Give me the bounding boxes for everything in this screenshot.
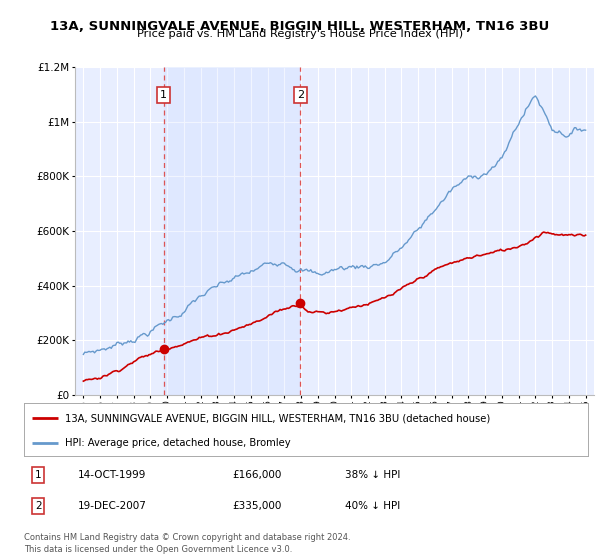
Text: 2: 2 (297, 90, 304, 100)
Text: 38% ↓ HPI: 38% ↓ HPI (346, 470, 401, 479)
Text: 1: 1 (160, 90, 167, 100)
Text: 14-OCT-1999: 14-OCT-1999 (77, 470, 146, 479)
Text: 13A, SUNNINGVALE AVENUE, BIGGIN HILL, WESTERHAM, TN16 3BU: 13A, SUNNINGVALE AVENUE, BIGGIN HILL, WE… (50, 20, 550, 32)
Text: 1: 1 (35, 470, 41, 479)
Text: £335,000: £335,000 (233, 501, 282, 511)
Text: £166,000: £166,000 (233, 470, 282, 479)
Text: 40% ↓ HPI: 40% ↓ HPI (346, 501, 401, 511)
Text: 13A, SUNNINGVALE AVENUE, BIGGIN HILL, WESTERHAM, TN16 3BU (detached house): 13A, SUNNINGVALE AVENUE, BIGGIN HILL, WE… (65, 413, 490, 423)
Text: Price paid vs. HM Land Registry's House Price Index (HPI): Price paid vs. HM Land Registry's House … (137, 29, 463, 39)
Text: 19-DEC-2007: 19-DEC-2007 (77, 501, 146, 511)
Text: 2: 2 (35, 501, 41, 511)
Text: Contains HM Land Registry data © Crown copyright and database right 2024.
This d: Contains HM Land Registry data © Crown c… (24, 533, 350, 554)
Bar (164, 67, 301, 395)
Text: HPI: Average price, detached house, Bromley: HPI: Average price, detached house, Brom… (65, 438, 290, 448)
